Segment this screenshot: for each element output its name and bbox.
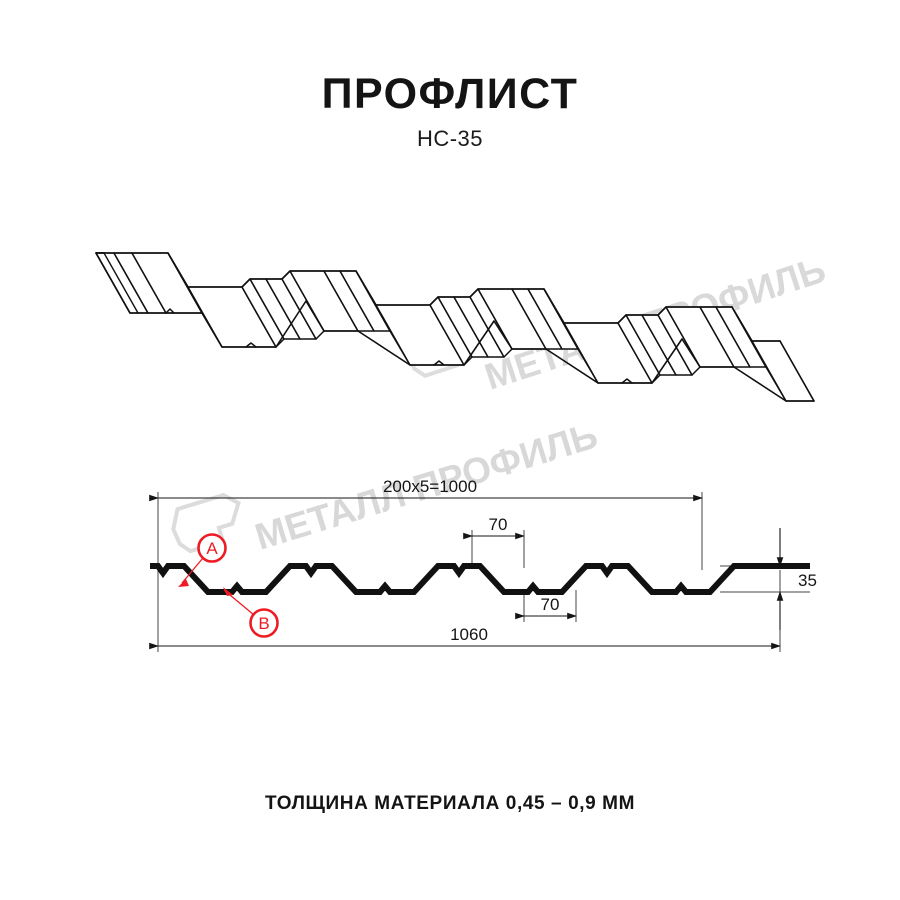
dimension-rib-height: 35 bbox=[798, 571, 817, 590]
dimension-lines bbox=[149, 494, 784, 650]
page-header: ПРОФЛИСТ НС-35 bbox=[0, 70, 900, 152]
dimension-total-width: 1060 bbox=[450, 625, 488, 644]
dimension-cover-width: 200x5=1000 bbox=[383, 477, 477, 496]
isometric-view: МЕТАЛЛ ПРОФИЛЬ bbox=[70, 225, 840, 415]
product-model-label: НС-35 bbox=[416, 126, 484, 152]
marker-a: A bbox=[178, 533, 227, 587]
marker-a-label: A bbox=[206, 539, 218, 558]
dimension-bottom-flange: 70 bbox=[541, 595, 560, 614]
iso-sheet-body bbox=[95, 252, 815, 402]
marker-b-label: B bbox=[258, 614, 269, 633]
section-view: МЕТАЛЛ ПРОФИЛЬ bbox=[120, 415, 840, 700]
watermark-logo-icon-2 bbox=[171, 492, 241, 554]
profile-outline bbox=[150, 563, 810, 595]
dimension-top-flange: 70 bbox=[489, 515, 508, 534]
page-title: ПРОФЛИСТ bbox=[321, 70, 579, 118]
marker-b: B bbox=[223, 587, 279, 638]
page-footer: ТОЛЩИНА МАТЕРИАЛА 0,45 – 0,9 ММ bbox=[0, 793, 900, 815]
material-thickness-label: ТОЛЩИНА МАТЕРИАЛА 0,45 – 0,9 ММ bbox=[264, 793, 636, 814]
